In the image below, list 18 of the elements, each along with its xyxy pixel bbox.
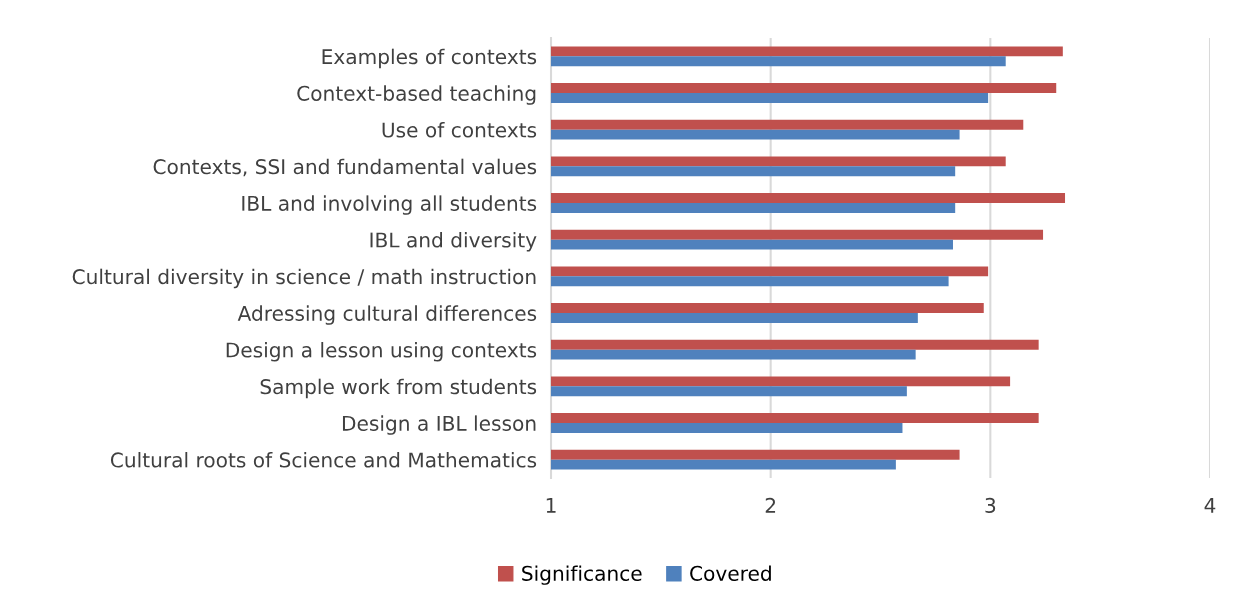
y-tick-label: Sample work from students — [260, 378, 537, 399]
x-tick-label: 3 — [985, 497, 996, 514]
y-tick-label: Cultural diversity in science / math instruction — [72, 268, 536, 289]
legend-label: Significance — [522, 565, 642, 585]
y-tick-label: IBL and involving all students — [242, 195, 537, 215]
y-tick-label: Design a lesson using contexts — [226, 342, 537, 362]
legend-label: Covered — [690, 565, 771, 581]
y-tick-label: Use of contexts — [382, 122, 537, 138]
y-tick-label: Context-based teaching — [297, 85, 536, 105]
y-tick-label: Adressing cultural differences — [237, 305, 537, 325]
y-tick-label: Examples of contexts — [322, 48, 537, 69]
y-tick-label: Design a IBL lesson — [342, 415, 536, 435]
x-tick-label: 2 — [765, 497, 776, 513]
x-tick-label: 4 — [1204, 498, 1216, 513]
y-tick-label: Cultural roots of Science and Mathematics — [110, 452, 537, 468]
x-tick-label: 1 — [546, 498, 556, 513]
y-tick-label: IBL and diversity — [370, 232, 537, 252]
y-tick-label: Contexts, SSI and fundamental values — [153, 158, 537, 177]
